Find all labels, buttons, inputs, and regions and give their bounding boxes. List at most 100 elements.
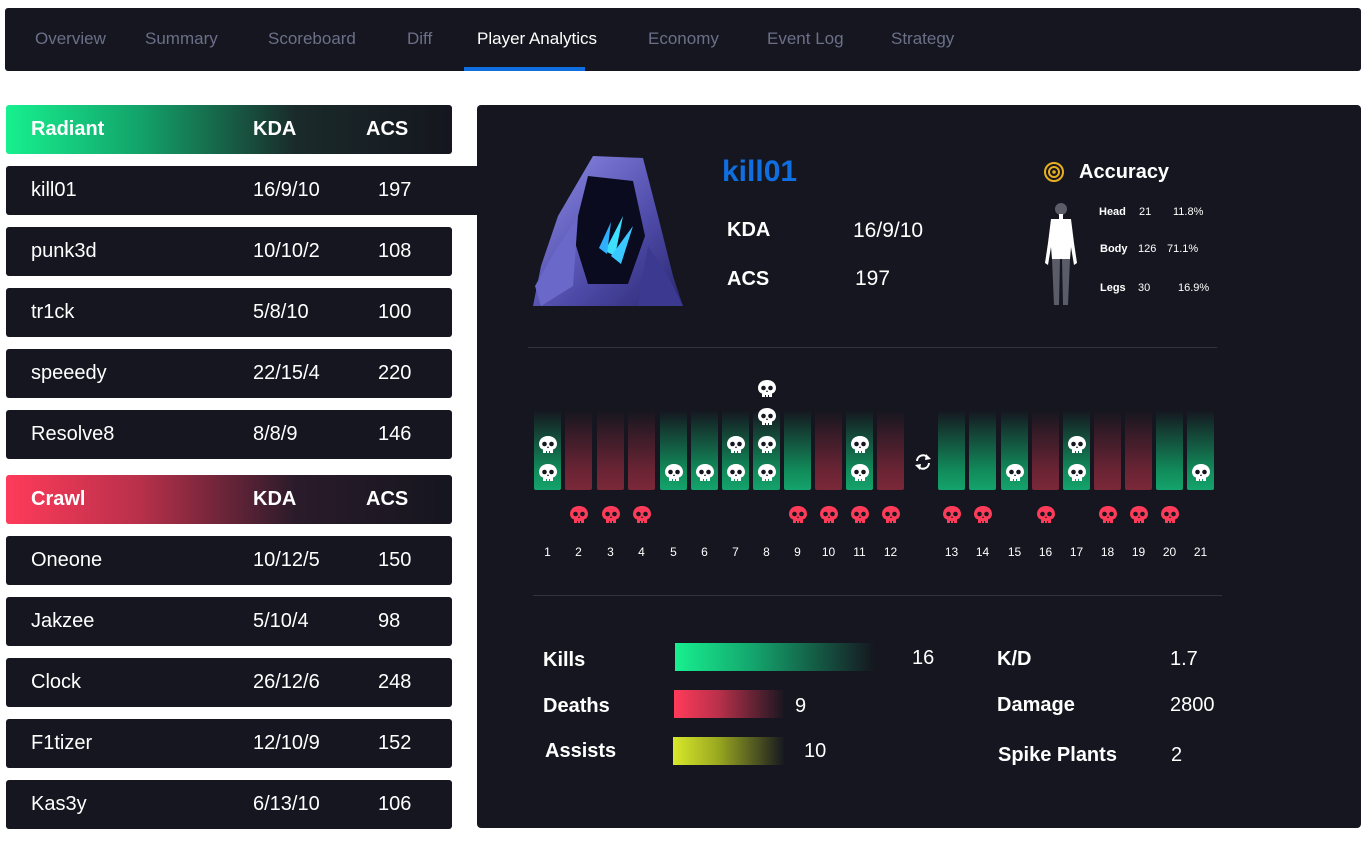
swap-icon (915, 454, 931, 470)
player-name: kill01 (31, 179, 77, 201)
death-skull-icon (1035, 504, 1057, 526)
player-row[interactable]: F1tizer 12/10/9 152 (6, 719, 452, 768)
player-name: F1tizer (31, 732, 93, 754)
player-row[interactable]: Oneone 10/12/5 150 (6, 536, 452, 585)
kills-label: Kills (543, 649, 586, 671)
round-number: 13 (944, 545, 959, 559)
kda-header: KDA (253, 488, 297, 510)
tab-event-log[interactable]: Event Log (767, 29, 844, 48)
kda-label: KDA (727, 219, 771, 241)
round-column[interactable] (1032, 410, 1059, 490)
round-number: 2 (575, 545, 582, 559)
accuracy-pct-body: 71.1% (1167, 243, 1199, 255)
kill-skull-icon (1066, 434, 1088, 456)
tab-strategy[interactable]: Strategy (891, 29, 955, 48)
death-skull-icon (1159, 504, 1181, 526)
tab-scoreboard[interactable]: Scoreboard (268, 29, 356, 48)
kill-skull-icon (756, 462, 778, 484)
kill-skull-icon (537, 462, 559, 484)
round-column[interactable] (784, 410, 811, 490)
player-row-selected[interactable]: kill01 16/9/10 197 (6, 166, 452, 215)
round-number: 5 (670, 545, 677, 559)
team-header-radiant: Radiant KDA ACS (6, 105, 452, 154)
accuracy-pct-head: 11.8% (1173, 206, 1204, 218)
death-skull-icon (1128, 504, 1150, 526)
round-column[interactable] (565, 410, 592, 490)
death-skull-icon (600, 504, 622, 526)
player-acs: 108 (378, 240, 412, 262)
death-skull-icon (849, 504, 871, 526)
player-acs: 150 (378, 549, 412, 571)
death-skull-icon (818, 504, 840, 526)
accuracy-label-head: Head (1099, 206, 1126, 218)
accuracy-title: Accuracy (1079, 161, 1170, 183)
accuracy-count-body: 126 (1138, 243, 1157, 255)
kill-skull-icon (725, 434, 747, 456)
round-number: 18 (1100, 545, 1115, 559)
active-tab-indicator (464, 67, 585, 71)
round-column[interactable] (877, 410, 904, 490)
player-row[interactable]: Resolve8 8/8/9 146 (6, 410, 452, 459)
player-name: speeedy (31, 362, 107, 384)
player-row[interactable]: speeedy 22/15/4 220 (6, 349, 452, 398)
round-column[interactable] (1094, 410, 1121, 490)
deaths-bar (674, 690, 786, 718)
player-kda: 5/8/10 (253, 301, 309, 323)
tab-summary[interactable]: Summary (145, 29, 218, 48)
team-header-crawl: Crawl KDA ACS (6, 475, 452, 524)
tab-diff[interactable]: Diff (407, 29, 433, 48)
player-row[interactable]: tr1ck 5/8/10 100 (6, 288, 452, 337)
kill-skull-icon (756, 406, 778, 428)
death-skull-icon (787, 504, 809, 526)
round-column[interactable] (815, 410, 842, 490)
acs-label: ACS (727, 268, 770, 290)
deaths-label: Deaths (543, 695, 610, 717)
divider (528, 347, 1217, 348)
tab-economy[interactable]: Economy (648, 29, 719, 48)
round-column[interactable] (969, 410, 996, 490)
player-acs: 197 (378, 179, 412, 201)
player-name-title: kill01 (722, 155, 798, 188)
round-number: 9 (794, 545, 801, 559)
kd-label: K/D (997, 648, 1032, 670)
round-column[interactable] (1156, 410, 1183, 490)
round-column[interactable] (597, 410, 624, 490)
kills-bar (675, 643, 875, 671)
player-row[interactable]: Jakzee 5/10/4 98 (6, 597, 452, 646)
tab-overview[interactable]: Overview (35, 29, 106, 48)
damage-label: Damage (997, 694, 1075, 716)
accuracy-label-body: Body (1100, 243, 1128, 255)
round-column[interactable] (1125, 410, 1152, 490)
player-kda: 10/10/2 (253, 240, 320, 262)
kill-skull-icon (1190, 462, 1212, 484)
player-name: punk3d (31, 240, 97, 262)
player-acs: 146 (378, 423, 412, 445)
round-number: 4 (638, 545, 645, 559)
player-name: Oneone (31, 549, 103, 571)
kill-skull-icon (756, 378, 778, 400)
player-acs: 220 (378, 362, 412, 384)
accuracy-pct-legs: 16.9% (1178, 282, 1210, 294)
player-row[interactable]: Kas3y 6/13/10 106 (6, 780, 452, 829)
kda-value: 16/9/10 (853, 219, 924, 242)
acs-header: ACS (366, 118, 409, 140)
kill-skull-icon (849, 462, 871, 484)
round-number: 12 (883, 545, 898, 559)
round-column[interactable] (628, 410, 655, 490)
damage-value: 2800 (1170, 694, 1215, 716)
tab-player-analytics[interactable]: Player Analytics (477, 29, 597, 48)
divider (533, 595, 1222, 596)
player-kda: 22/15/4 (253, 362, 320, 384)
round-number: 14 (975, 545, 990, 559)
player-name: Kas3y (31, 793, 87, 815)
round-column[interactable] (938, 410, 965, 490)
round-number: 16 (1038, 545, 1053, 559)
player-row[interactable]: punk3d 10/10/2 108 (6, 227, 452, 276)
assists-value: 10 (804, 740, 827, 762)
player-kda: 12/10/9 (253, 732, 320, 754)
player-acs: 100 (378, 301, 412, 323)
player-row[interactable]: Clock 26/12/6 248 (6, 658, 452, 707)
deaths-value: 9 (795, 695, 807, 717)
player-kda: 8/8/9 (253, 423, 298, 445)
round-number: 19 (1131, 545, 1146, 559)
